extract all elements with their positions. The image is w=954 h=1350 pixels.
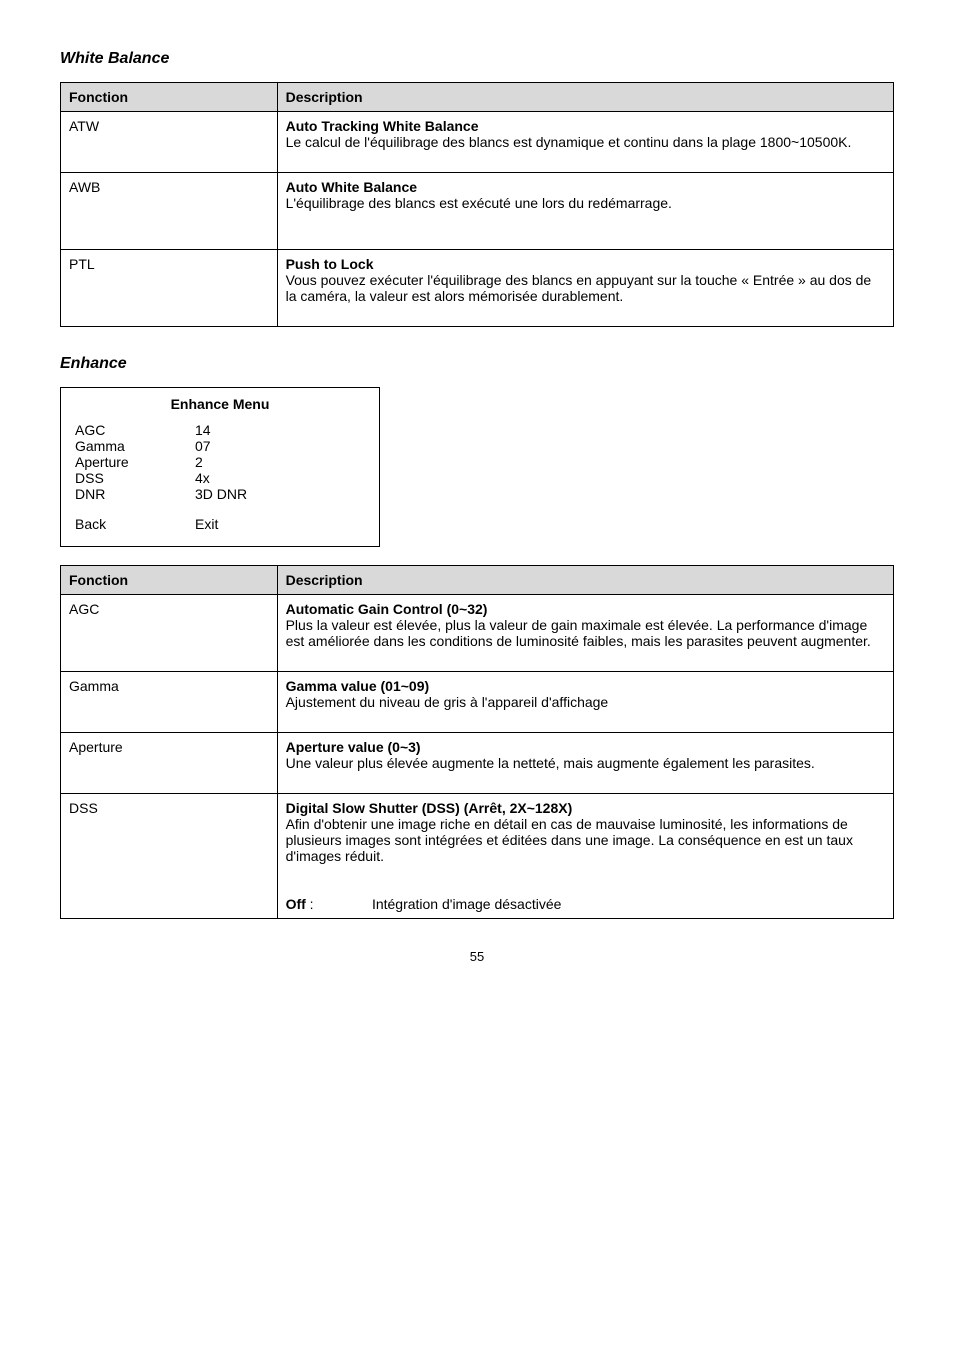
table-row: ATW Auto Tracking White Balance Le calcu… bbox=[61, 112, 894, 173]
section-title-white-balance: White Balance bbox=[60, 50, 894, 68]
white-balance-table: Fonction Description ATW Auto Tracking W… bbox=[60, 82, 894, 327]
table-row: Aperture Aperture value (0~3) Une valeur… bbox=[61, 733, 894, 794]
cell-description: Push to Lock Vous pouvez exécuter l'équi… bbox=[277, 250, 893, 327]
table-row: PTL Push to Lock Vous pouvez exécuter l'… bbox=[61, 250, 894, 327]
section-title-enhance: Enhance bbox=[60, 355, 894, 373]
menu-title: Enhance Menu bbox=[75, 396, 365, 422]
cell-fonction: DSS bbox=[61, 794, 278, 919]
menu-label: DNR bbox=[75, 486, 195, 502]
desc-extra-value: Intégration d'image désactivée bbox=[372, 896, 561, 912]
menu-value: 4x bbox=[195, 470, 365, 486]
table-row: AGC Automatic Gain Control (0~32) Plus l… bbox=[61, 595, 894, 672]
desc-title: Auto Tracking White Balance bbox=[286, 118, 479, 134]
desc-title: Aperture value (0~3) bbox=[286, 739, 421, 755]
cell-fonction: PTL bbox=[61, 250, 278, 327]
desc-title: Push to Lock bbox=[286, 256, 374, 272]
menu-back: Back bbox=[75, 516, 195, 532]
menu-label: Gamma bbox=[75, 438, 195, 454]
cell-fonction: AWB bbox=[61, 173, 278, 250]
menu-value: 3D DNR bbox=[195, 486, 365, 502]
menu-value: 2 bbox=[195, 454, 365, 470]
menu-value: 07 bbox=[195, 438, 365, 454]
table-row: DSS Digital Slow Shutter (DSS) (Arrêt, 2… bbox=[61, 794, 894, 919]
desc-body: Plus la valeur est élevée, plus la valeu… bbox=[286, 617, 871, 649]
desc-title: Digital Slow Shutter (DSS) (Arrêt, 2X~12… bbox=[286, 800, 573, 816]
table-header-fonction: Fonction bbox=[61, 83, 278, 112]
desc-extra-sep: : bbox=[306, 896, 318, 912]
menu-label: AGC bbox=[75, 422, 195, 438]
cell-fonction: AGC bbox=[61, 595, 278, 672]
enhance-table: Fonction Description AGC Automatic Gain … bbox=[60, 565, 894, 919]
cell-description: Aperture value (0~3) Une valeur plus éle… bbox=[277, 733, 893, 794]
menu-row: Gamma 07 bbox=[75, 438, 365, 454]
desc-body: Une valeur plus élevée augmente la nette… bbox=[286, 755, 815, 771]
menu-row: AGC 14 bbox=[75, 422, 365, 438]
menu-footer: Back Exit bbox=[75, 502, 365, 532]
desc-title: Auto White Balance bbox=[286, 179, 417, 195]
menu-row: DSS 4x bbox=[75, 470, 365, 486]
cell-description: Auto White Balance L'équilibrage des bla… bbox=[277, 173, 893, 250]
cell-fonction: Aperture bbox=[61, 733, 278, 794]
page-number: 55 bbox=[60, 949, 894, 964]
desc-extra-label: Off bbox=[286, 896, 306, 912]
desc-body: Afin d'obtenir une image riche en détail… bbox=[286, 816, 853, 864]
desc-body: Vous pouvez exécuter l'équilibrage des b… bbox=[286, 272, 872, 304]
table-header-description: Description bbox=[277, 566, 893, 595]
cell-fonction: ATW bbox=[61, 112, 278, 173]
menu-row: Aperture 2 bbox=[75, 454, 365, 470]
menu-label: DSS bbox=[75, 470, 195, 486]
cell-description: Digital Slow Shutter (DSS) (Arrêt, 2X~12… bbox=[277, 794, 893, 919]
cell-fonction: Gamma bbox=[61, 672, 278, 733]
desc-title: Automatic Gain Control (0~32) bbox=[286, 601, 488, 617]
desc-body: Le calcul de l'équilibrage des blancs es… bbox=[286, 134, 852, 150]
enhance-menu-box: Enhance Menu AGC 14 Gamma 07 Aperture 2 … bbox=[60, 387, 380, 547]
menu-value: 14 bbox=[195, 422, 365, 438]
cell-description: Automatic Gain Control (0~32) Plus la va… bbox=[277, 595, 893, 672]
desc-title: Gamma value (01~09) bbox=[286, 678, 430, 694]
menu-label: Aperture bbox=[75, 454, 195, 470]
table-header-fonction: Fonction bbox=[61, 566, 278, 595]
table-row: AWB Auto White Balance L'équilibrage des… bbox=[61, 173, 894, 250]
menu-row: DNR 3D DNR bbox=[75, 486, 365, 502]
cell-description: Auto Tracking White Balance Le calcul de… bbox=[277, 112, 893, 173]
menu-exit: Exit bbox=[195, 516, 365, 532]
desc-body: L'équilibrage des blancs est exécuté une… bbox=[286, 195, 672, 211]
table-row: Gamma Gamma value (01~09) Ajustement du … bbox=[61, 672, 894, 733]
table-header-description: Description bbox=[277, 83, 893, 112]
cell-description: Gamma value (01~09) Ajustement du niveau… bbox=[277, 672, 893, 733]
desc-body: Ajustement du niveau de gris à l'apparei… bbox=[286, 694, 609, 710]
